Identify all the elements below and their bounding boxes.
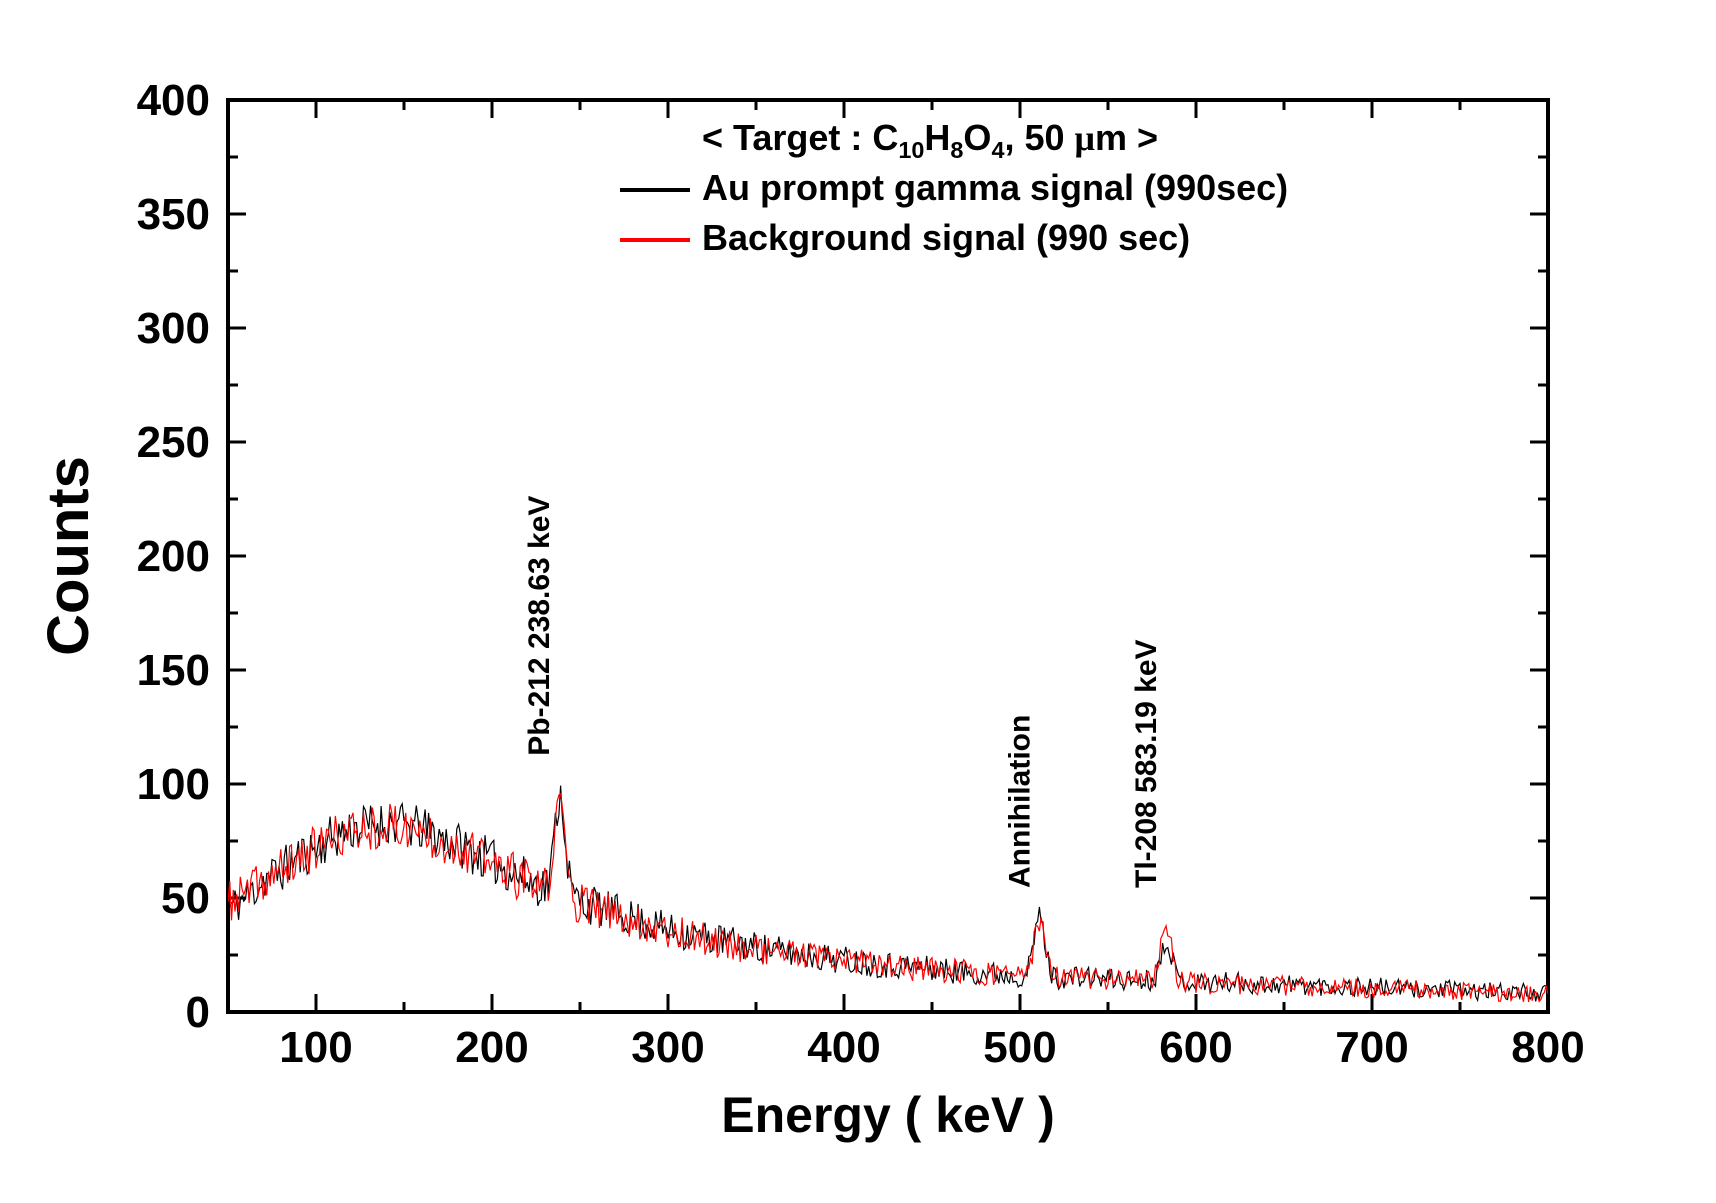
x-tick-label: 200	[455, 1023, 528, 1072]
y-tick-label: 200	[137, 532, 210, 581]
y-tick-label: 50	[161, 874, 210, 923]
gamma-spectrum-svg: 100 200 300 400 500 600 700 800 0 50 100 150 200 250 3…	[0, 0, 1716, 1203]
x-tick-label: 800	[1511, 1023, 1584, 1072]
y-tick-label: 100	[137, 760, 210, 809]
x-tick-label: 300	[631, 1023, 704, 1072]
legend-item-label: Background signal (990 sec)	[702, 217, 1190, 258]
peak-label: Tl-208 583.19 keV	[1130, 639, 1163, 888]
x-axis-label: Energy ( keV )	[721, 1087, 1054, 1143]
peak-label: Annihilation	[1003, 715, 1036, 888]
y-axis-label: Counts	[36, 456, 101, 656]
legend-item-label: Au prompt gamma signal (990sec)	[702, 167, 1288, 208]
y-tick-label: 0	[186, 988, 210, 1037]
y-tick-label: 350	[137, 190, 210, 239]
x-tick-label: 500	[983, 1023, 1056, 1072]
peak-label: Pb-212 238.63 keV	[523, 496, 556, 756]
gamma-spectrum-chart: { "chart": { "type": "line-spectrum", "w…	[0, 0, 1716, 1203]
x-tick-label: 700	[1335, 1023, 1408, 1072]
y-tick-label: 250	[137, 418, 210, 467]
x-tick-label: 400	[807, 1023, 880, 1072]
y-tick-label: 300	[137, 304, 210, 353]
y-tick-label: 150	[137, 646, 210, 695]
y-tick-label: 400	[137, 76, 210, 125]
x-tick-label: 100	[279, 1023, 352, 1072]
legend-title: < Target : C10H8O4, 50 μm >	[702, 117, 1158, 163]
x-tick-label: 600	[1159, 1023, 1232, 1072]
